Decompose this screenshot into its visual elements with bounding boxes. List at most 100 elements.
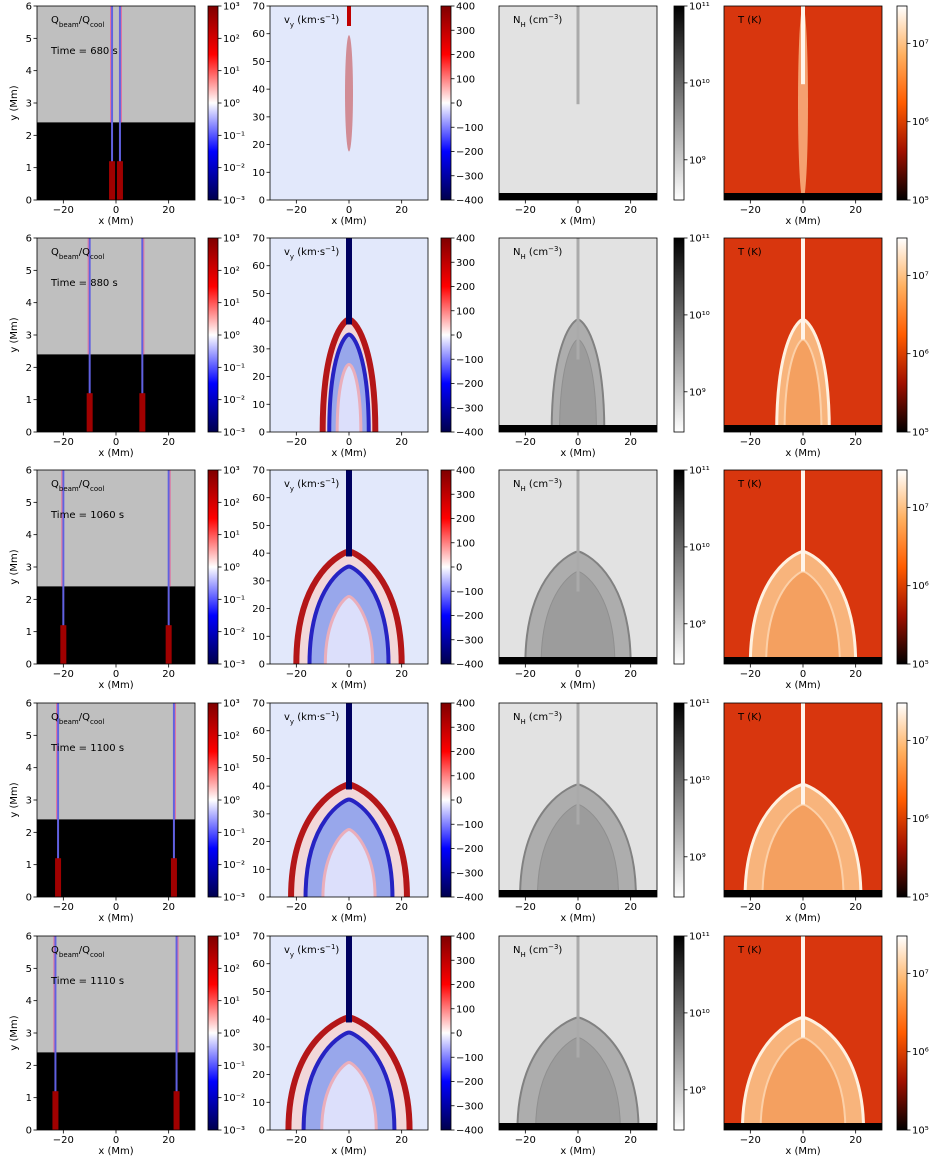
colorbar-tick-label: −100 — [456, 123, 483, 134]
x-axis-label: x (Mm) — [98, 216, 133, 227]
colorbar — [440, 469, 452, 665]
colorbar-tick-label: −400 — [456, 1126, 483, 1137]
panel-label: T (K) — [737, 712, 762, 723]
colorbar — [673, 469, 685, 665]
x-tick-label: 20 — [849, 205, 862, 216]
y-tick-label: 1 — [26, 627, 32, 638]
y-tick-label: 3 — [26, 563, 32, 574]
colorbar-tick-label: 10⁰ — [223, 99, 240, 110]
x-tick-label: −20 — [286, 1135, 307, 1146]
y-tick-label: 30 — [252, 576, 265, 587]
y-tick-label: 6 — [26, 2, 32, 13]
x-tick-label: 0 — [575, 205, 581, 216]
x-tick-label: 20 — [624, 902, 637, 913]
x-tick-label: 20 — [395, 1135, 408, 1146]
colorbar-tick-label: 10¹¹ — [689, 2, 710, 13]
y-tick-label: 0 — [259, 1126, 265, 1137]
heatmap — [724, 470, 882, 664]
x-tick-label: 20 — [162, 205, 175, 216]
y-tick-label: 4 — [26, 66, 32, 77]
time-label: Time = 1060 s — [50, 510, 124, 521]
colorbar-tick-label: 10³ — [223, 699, 240, 710]
colorbar-tick-label: 10⁷ — [912, 271, 929, 282]
y-tick-label: 1 — [26, 395, 32, 406]
colorbar-tick-label: 0 — [456, 563, 462, 574]
colorbar-tick-label: 10¹¹ — [689, 234, 710, 245]
heatmap — [499, 238, 657, 432]
colorbar-tick-label: 10⁵ — [912, 660, 929, 671]
y-tick-label: 60 — [252, 726, 265, 737]
y-tick-label: 6 — [26, 466, 32, 477]
colorbar-tick-label: 10⁻² — [223, 860, 245, 871]
colorbar-tick-label: 10² — [223, 266, 240, 277]
x-tick-label: 0 — [800, 1135, 806, 1146]
colorbar-tick-label: 10³ — [223, 932, 240, 943]
y-tick-label: 70 — [252, 932, 265, 943]
panel-label: vy (km·s−1) — [284, 710, 339, 726]
x-tick-label: 20 — [624, 205, 637, 216]
colorbar-tick-label: −300 — [456, 635, 483, 646]
colorbar-tick-label: 10⁶ — [912, 581, 929, 592]
colorbar-tick-label: 10⁻¹ — [223, 595, 245, 606]
heatmap — [724, 703, 882, 897]
x-tick-label: 0 — [113, 205, 119, 216]
panel-label: Qbeam/Qcool — [51, 15, 104, 29]
colorbar-tick-label: 10³ — [223, 234, 240, 245]
x-tick-label: 0 — [113, 437, 119, 448]
y-tick-label: 5 — [26, 266, 32, 277]
heatmap — [724, 936, 882, 1130]
y-tick-label: 20 — [252, 372, 265, 383]
colorbar — [440, 5, 452, 201]
colorbar-tick-label: 10³ — [223, 466, 240, 477]
colorbar-tick-label: 200 — [456, 514, 475, 525]
colorbar — [673, 702, 685, 898]
y-tick-label: 2 — [26, 595, 32, 606]
colorbar-tick-label: 10⁶ — [912, 117, 929, 128]
y-tick-label: 0 — [259, 196, 265, 207]
x-tick-label: −20 — [740, 205, 761, 216]
colorbar-tick-label: 10¹¹ — [689, 466, 710, 477]
x-axis-label: x (Mm) — [331, 913, 366, 924]
heatmap — [37, 703, 195, 897]
colorbar-tick-label: 0 — [456, 99, 462, 110]
y-tick-label: 10 — [252, 400, 265, 411]
colorbar — [896, 237, 908, 433]
x-tick-label: −20 — [286, 669, 307, 680]
y-tick-label: 6 — [26, 234, 32, 245]
y-axis-label: y (Mm) — [9, 85, 20, 120]
x-tick-label: −20 — [515, 1135, 536, 1146]
x-tick-label: −20 — [53, 1135, 74, 1146]
colorbar-tick-label: 10⁻³ — [223, 1126, 245, 1137]
colorbar-tick-label: 10⁰ — [223, 331, 240, 342]
x-tick-label: 20 — [395, 205, 408, 216]
y-tick-label: 20 — [252, 140, 265, 151]
colorbar-tick-label: 0 — [456, 331, 462, 342]
colorbar-tick-label: 10⁻¹ — [223, 1061, 245, 1072]
y-axis-label: y (Mm) — [9, 1015, 20, 1050]
x-tick-label: 20 — [395, 437, 408, 448]
panel-label: T (K) — [737, 945, 762, 956]
x-axis-label: x (Mm) — [560, 448, 595, 459]
colorbar-tick-label: 10⁵ — [912, 893, 929, 904]
x-tick-label: 0 — [113, 669, 119, 680]
colorbar — [440, 237, 452, 433]
y-tick-label: 30 — [252, 1042, 265, 1053]
colorbar-tick-label: 10⁻¹ — [223, 363, 245, 374]
colorbar-tick-label: 100 — [456, 1004, 475, 1015]
x-tick-label: −20 — [515, 902, 536, 913]
x-tick-label: 20 — [624, 669, 637, 680]
colorbar — [207, 237, 219, 433]
y-tick-label: 0 — [26, 196, 32, 207]
colorbar-tick-label: 10¹ — [223, 66, 240, 77]
y-tick-label: 40 — [252, 317, 265, 328]
panel-label: vy (km·s−1) — [284, 13, 339, 29]
heatmap — [724, 238, 882, 432]
x-axis-label: x (Mm) — [560, 680, 595, 691]
x-tick-label: 0 — [346, 669, 352, 680]
x-axis-label: x (Mm) — [98, 680, 133, 691]
x-tick-label: −20 — [515, 205, 536, 216]
x-tick-label: −20 — [515, 437, 536, 448]
colorbar — [673, 935, 685, 1131]
time-label: Time = 1100 s — [50, 743, 124, 754]
colorbar-tick-label: 10⁶ — [912, 814, 929, 825]
